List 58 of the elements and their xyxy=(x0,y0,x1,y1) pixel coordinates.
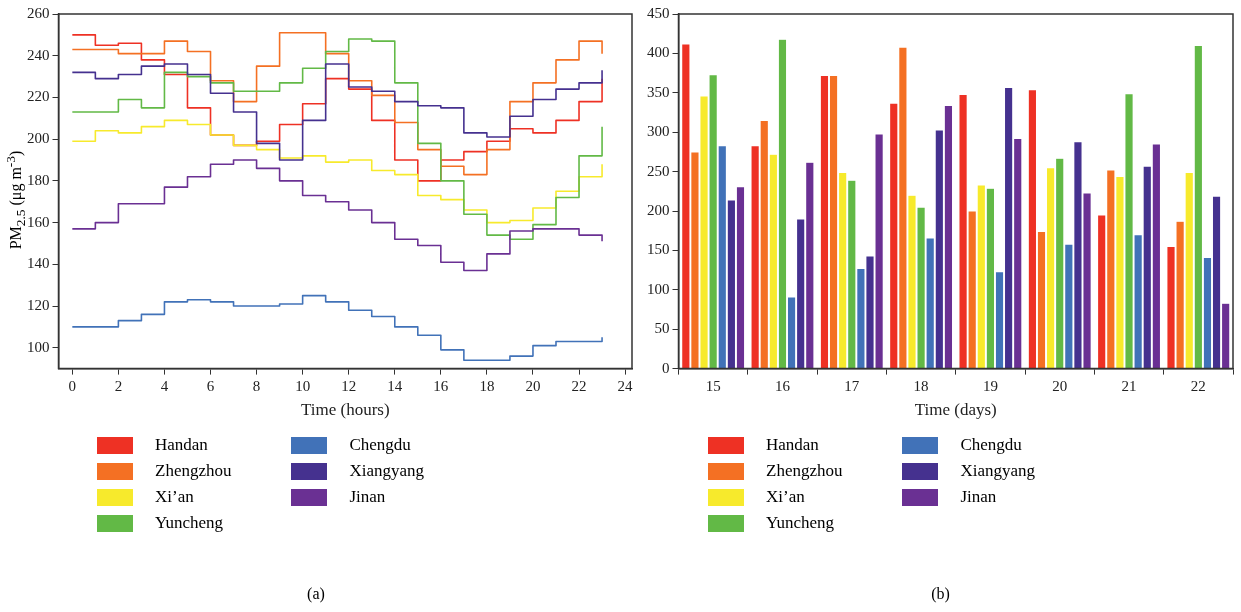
x-tick-label: 6 xyxy=(206,377,215,394)
x-tick-label: 14 xyxy=(387,377,403,394)
y-tick-label: 260 xyxy=(27,4,50,21)
x-tick-label: 17 xyxy=(844,377,860,394)
x-tick-label: 20 xyxy=(525,377,541,394)
y-tick-label: 350 xyxy=(647,83,670,100)
legend-label: Chengdu xyxy=(960,435,1022,455)
x-tick-label: 10 xyxy=(295,377,311,394)
y-tick-label: 250 xyxy=(647,162,670,179)
y-tick-label: 140 xyxy=(27,255,50,272)
x-tick-label: 18 xyxy=(479,377,495,394)
legend-label: Jinan xyxy=(349,487,386,507)
x-tick-label: 20 xyxy=(1052,377,1068,394)
x-tick-label: 4 xyxy=(160,377,169,394)
y-tick-label: 160 xyxy=(27,213,50,230)
legend-label: Chengdu xyxy=(349,435,411,455)
x-tick-label: 19 xyxy=(982,377,998,394)
x-tick-label: 21 xyxy=(1121,377,1137,394)
x-tick-label: 22 xyxy=(571,377,587,394)
x-tick-label: 22 xyxy=(1190,377,1206,394)
y-tick-label: 240 xyxy=(27,46,50,63)
x-tick-label: 12 xyxy=(341,377,357,394)
x-tick-label: 16 xyxy=(433,377,449,394)
legend-label: Yuncheng xyxy=(766,513,834,533)
legend-label: Handan xyxy=(155,435,208,455)
y-tick-label: 180 xyxy=(27,171,50,188)
x-tick-label: 18 xyxy=(913,377,929,394)
legend-label: Xi’an xyxy=(155,487,194,507)
x-tick-label: 16 xyxy=(774,377,791,394)
y-tick-label: 0 xyxy=(662,359,670,376)
y-tick-label: 450 xyxy=(647,4,670,21)
x-tick-label: 15 xyxy=(705,377,721,394)
legend-label: Xiangyang xyxy=(960,461,1036,481)
text: (a) xyxy=(307,585,325,603)
legend-label: Jinan xyxy=(960,487,997,507)
legend-label: Xi’an xyxy=(766,487,805,507)
legend-label: Zhengzhou xyxy=(766,461,843,481)
legend-label: Handan xyxy=(766,435,819,455)
x-tick-label: 8 xyxy=(252,377,261,394)
legend-label: Xiangyang xyxy=(349,461,425,481)
y-tick-label: 200 xyxy=(647,201,670,218)
x-axis-title: Time (days) xyxy=(914,400,997,420)
y-tick-label: 100 xyxy=(27,338,50,355)
y-tick-label: 300 xyxy=(647,123,670,140)
x-tick-label: 2 xyxy=(114,377,123,394)
x-axis-title: Time (hours) xyxy=(300,400,390,420)
x-tick-label: 24 xyxy=(617,377,634,394)
x-tick-label: 0 xyxy=(68,377,77,394)
legend-label: Yuncheng xyxy=(155,513,223,533)
text: (b) xyxy=(931,585,950,603)
y-tick-label: 200 xyxy=(27,130,50,147)
y-tick-label: 100 xyxy=(647,280,670,297)
y-tick-label: 120 xyxy=(27,296,50,313)
legend-label: Zhengzhou xyxy=(155,461,232,481)
y-tick-label: 150 xyxy=(647,241,670,258)
y-tick-label: 400 xyxy=(647,44,670,61)
y-tick-label: 220 xyxy=(27,88,50,105)
y-tick-label: 50 xyxy=(654,320,670,337)
